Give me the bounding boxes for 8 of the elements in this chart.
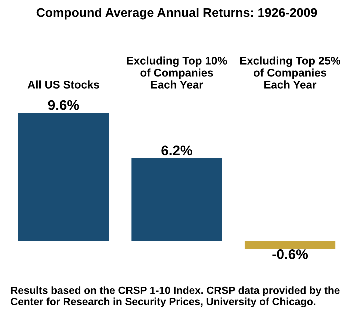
x-tick-label: Excluding Top 25% of Companies Each Year [240, 56, 341, 89]
data-label: 6.2% [162, 146, 192, 156]
chart-title: Compound Average Annual Returns: 1926-2009 [36, 8, 318, 20]
text: Results based on the CRSP 1-10 Index. CRSP data provided by the Center for Research in Security Prices, University of Chicago. [11, 286, 340, 308]
x-tick-label: All US Stocks [28, 80, 100, 89]
data-label: 9.6% [48, 100, 80, 110]
data-label: -0.6% [272, 250, 308, 260]
x-tick-label: Excluding Top 10% of Companies Each Year [127, 56, 228, 89]
